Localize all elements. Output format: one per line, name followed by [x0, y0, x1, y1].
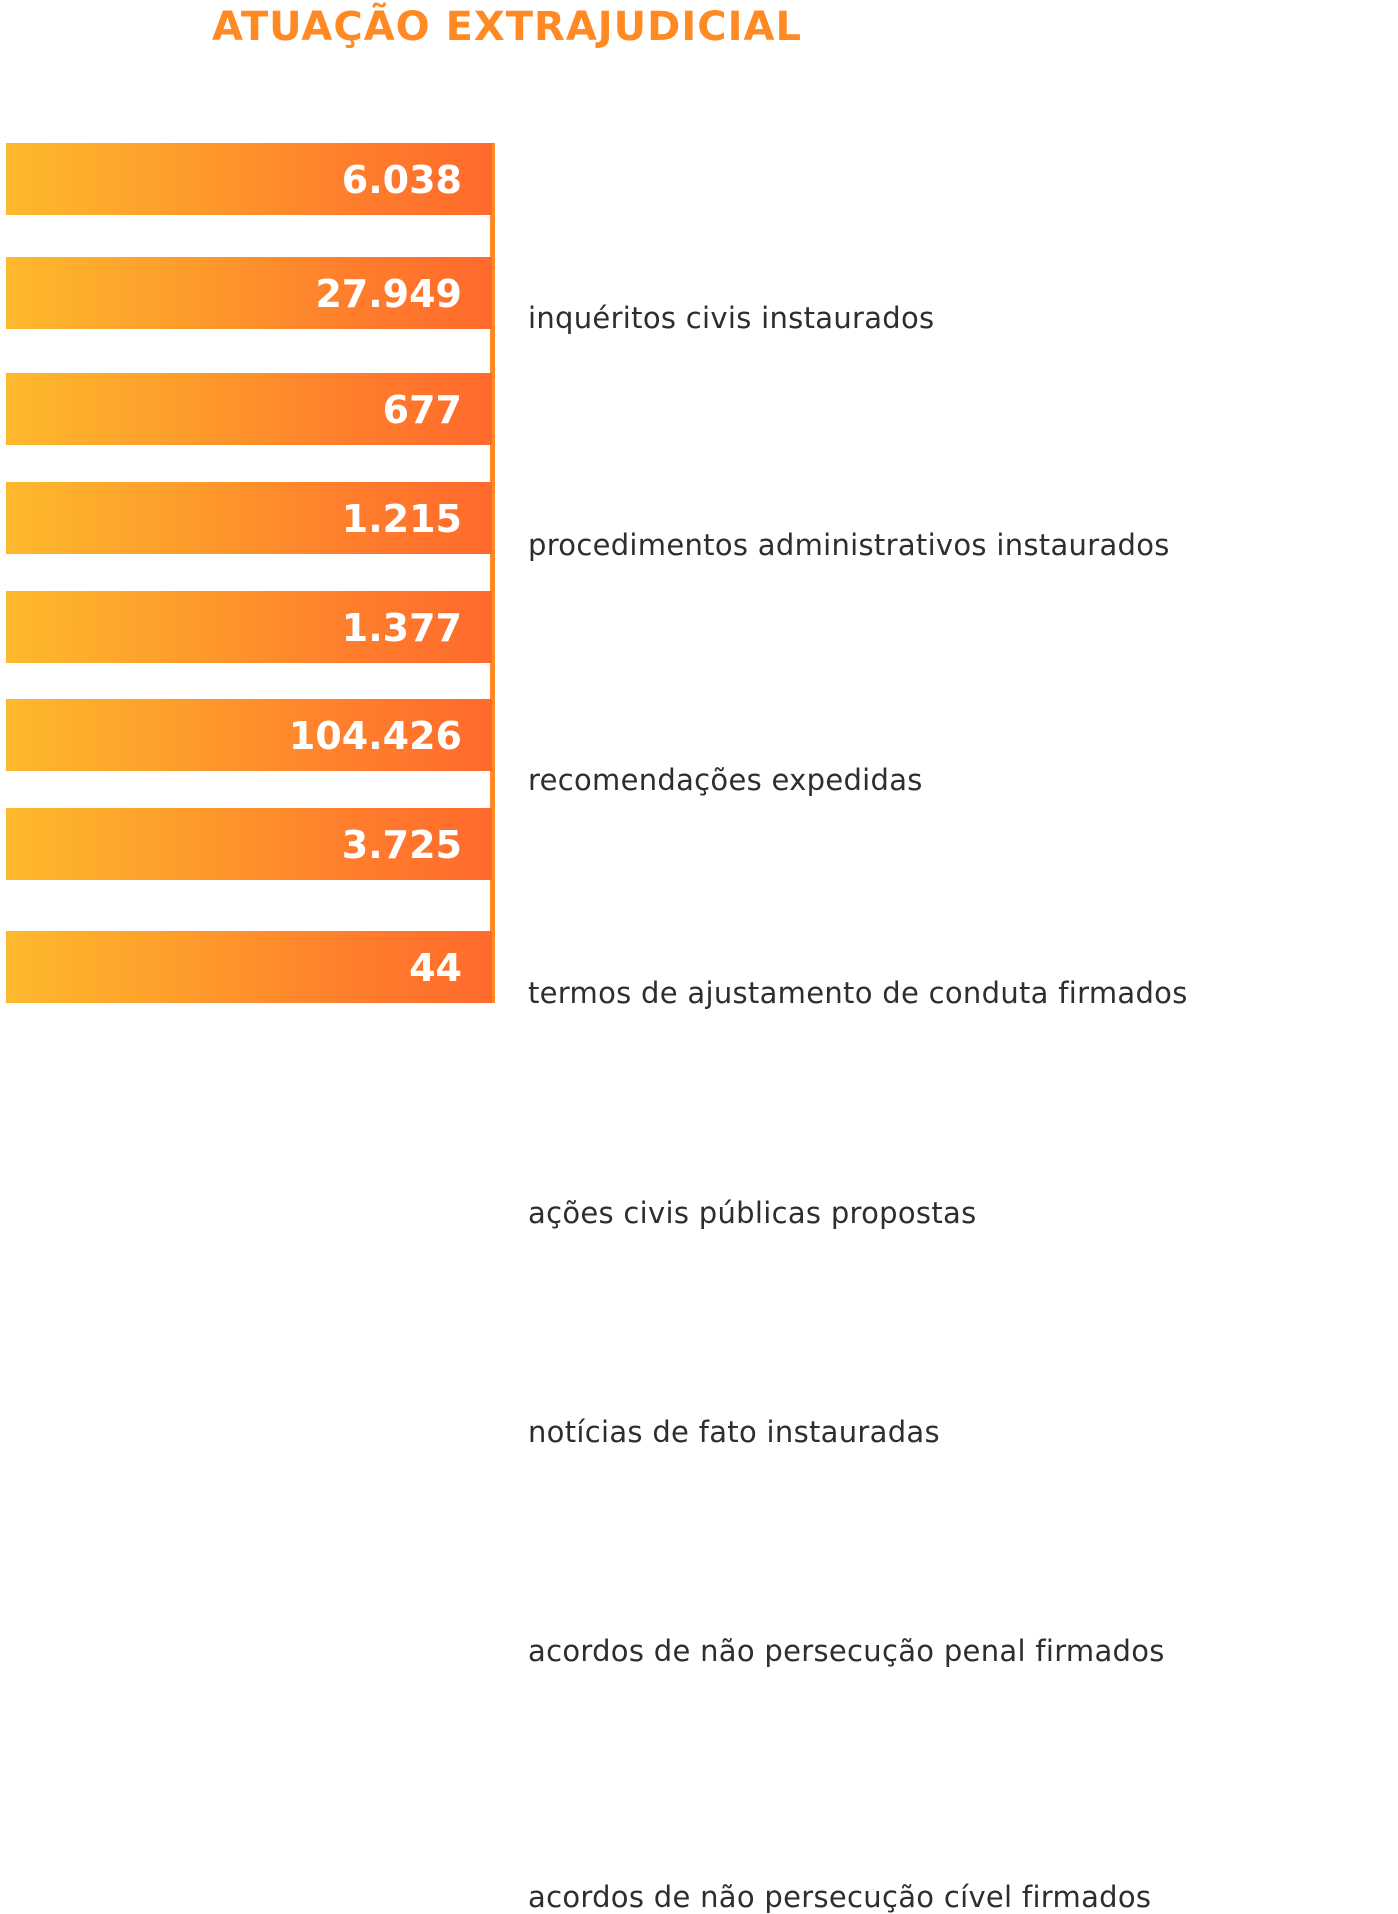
stat-row: 6.038 inquéritos civis instaurados: [0, 143, 1398, 335]
vertical-divider: [490, 143, 495, 1003]
stat-label: ações civis públicas propostas: [528, 1196, 977, 1230]
stat-value: 1.215: [341, 497, 462, 541]
stat-label: termos de ajustamento de conduta firmado…: [528, 976, 1188, 1010]
stat-bar: 27.949: [6, 257, 492, 329]
stat-row: 3.725 acordos de não persecução penal fi…: [0, 808, 1398, 1668]
stat-label: procedimentos administrativos instaurado…: [528, 528, 1170, 562]
stat-bar: 3.725: [6, 808, 492, 880]
stat-bar: 1.215: [6, 482, 492, 554]
stat-value: 44: [409, 946, 462, 990]
stat-value: 6.038: [341, 158, 462, 202]
stat-row: 104.426 notícias de fato instauradas: [0, 699, 1398, 1449]
stat-bar: 6.038: [6, 143, 492, 215]
stat-bar: 44: [6, 931, 492, 1003]
stat-bar: 104.426: [6, 699, 492, 771]
page-title: ATUAÇÃO EXTRAJUDICIAL: [212, 4, 802, 50]
stat-row: 1.377 ações civis públicas propostas: [0, 591, 1398, 1230]
stat-value: 27.949: [315, 272, 462, 316]
stat-row: 677 recomendações expedidas: [0, 373, 1398, 797]
stat-row: 1.215 termos de ajustamento de conduta f…: [0, 482, 1398, 1010]
stat-label: notícias de fato instauradas: [528, 1415, 940, 1449]
stat-value: 1.377: [341, 606, 462, 650]
stat-bar: 677: [6, 373, 492, 445]
stat-value: 104.426: [288, 714, 462, 758]
stat-bar: 1.377: [6, 591, 492, 663]
stat-label: acordos de não persecução penal firmados: [528, 1634, 1165, 1668]
stat-value: 677: [382, 388, 462, 432]
stat-label: inquéritos civis instaurados: [528, 301, 935, 335]
stat-row: 44 acordos de não persecução cível firma…: [0, 931, 1398, 1914]
stat-value: 3.725: [341, 823, 462, 867]
stat-row: 27.949 procedimentos administrativos ins…: [0, 257, 1398, 562]
stat-label: recomendações expedidas: [528, 763, 923, 797]
stat-label: acordos de não persecução cível firmados: [528, 1880, 1152, 1914]
